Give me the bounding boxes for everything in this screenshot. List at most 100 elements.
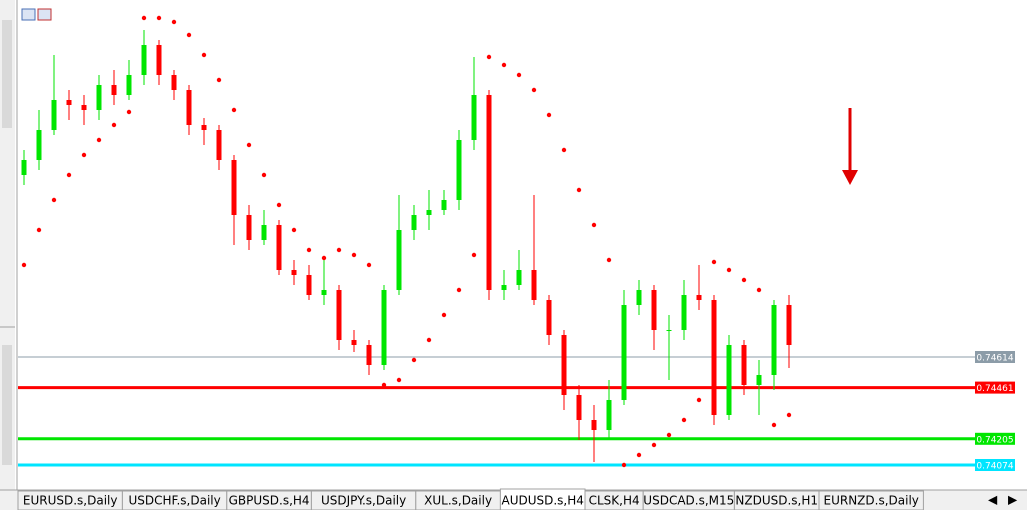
sar-dot	[786, 412, 792, 418]
sar-dot	[576, 187, 582, 193]
sar-dot	[276, 202, 282, 208]
sar-dot	[351, 252, 357, 258]
candle-body	[741, 345, 747, 385]
sar-dot	[666, 432, 672, 438]
sar-dot	[201, 52, 207, 58]
candle-body	[111, 85, 117, 95]
candle-body	[156, 45, 162, 75]
tab-label[interactable]: XUL.s,Daily	[424, 494, 492, 508]
sar-dot	[381, 382, 387, 388]
candle-body	[546, 300, 552, 335]
parabolic-sar	[21, 15, 792, 468]
candle-body	[246, 215, 252, 240]
candle-body	[276, 225, 282, 270]
scroll-thumb[interactable]	[2, 20, 12, 128]
candle-body	[711, 300, 717, 415]
sar-dot	[291, 227, 297, 233]
sar-dot	[306, 247, 312, 253]
tab-label[interactable]: NZDUSD.s,H1	[735, 494, 818, 508]
candle-body	[471, 95, 477, 140]
price-label: 0.74614	[976, 354, 1013, 364]
candle-body	[201, 125, 207, 130]
sar-dot	[426, 337, 432, 343]
candle-body	[396, 230, 402, 290]
sar-dot	[756, 287, 762, 293]
tabs: EURUSD.s,Daily USDCHF.s,Daily GBPUSD.s,H4 U…	[17, 488, 924, 510]
candle-body	[96, 85, 102, 110]
candle-body	[141, 45, 147, 75]
sar-dot	[336, 247, 342, 253]
candle-body	[441, 200, 447, 210]
candle-body	[456, 140, 462, 200]
sar-dot	[561, 147, 567, 153]
sar-dot	[36, 227, 42, 233]
candle-body	[51, 100, 57, 130]
sar-dot	[741, 277, 747, 283]
sar-dot	[441, 312, 447, 318]
price-label: 0.74205	[976, 435, 1013, 445]
sar-dot	[396, 377, 402, 383]
tab-label[interactable]: CLSK,H4	[589, 494, 640, 508]
tab-label[interactable]: GBPUSD.s,H4	[229, 494, 310, 508]
tab[interactable]	[818, 490, 924, 510]
candle-body	[81, 105, 87, 110]
sar-dot	[471, 252, 477, 258]
sar-dot	[531, 87, 537, 93]
sar-dot	[231, 107, 237, 113]
candle-body	[666, 330, 672, 331]
tab-scroll-right[interactable]: ▶	[1008, 493, 1018, 507]
candle-body	[576, 395, 582, 420]
candle-body	[651, 290, 657, 330]
tab-label[interactable]: USDCAD.s,M15	[643, 494, 734, 508]
tab-scroll-left[interactable]: ◀	[988, 493, 998, 507]
sar-dot	[546, 112, 552, 118]
sar-dot	[771, 422, 777, 428]
sar-dot	[81, 152, 87, 158]
sar-dot	[51, 197, 57, 203]
sar-dot	[216, 77, 222, 83]
tab-label[interactable]: EURNZD.s,Daily	[824, 494, 919, 508]
candle-body	[216, 130, 222, 160]
tab-label[interactable]: USDCHF.s,Daily	[128, 494, 220, 508]
sar-dot	[651, 442, 657, 448]
sar-dot	[246, 142, 252, 148]
tab-label[interactable]: EURUSD.s,Daily	[23, 494, 118, 508]
tab-label[interactable]: AUDUSD.s,H4	[501, 494, 583, 508]
candle-body	[186, 90, 192, 125]
tab-label[interactable]: USDJPY.s,Daily	[321, 494, 406, 508]
sar-dot	[186, 32, 192, 38]
candle-body	[261, 225, 267, 240]
sell-arrow	[842, 108, 858, 185]
sar-dot	[456, 287, 462, 293]
candle-body	[66, 100, 72, 105]
candle-body	[21, 160, 27, 175]
sar-dot	[636, 452, 642, 458]
candle-body	[306, 275, 312, 295]
candle-body	[291, 270, 297, 275]
sar-dot	[156, 15, 162, 21]
sar-dot	[126, 109, 132, 115]
candle-body	[531, 270, 537, 300]
candle-body	[426, 210, 432, 215]
candle-body	[126, 75, 132, 95]
sar-dot	[66, 172, 72, 178]
sar-dot	[516, 72, 522, 78]
candle-body	[321, 290, 327, 295]
candle-body	[381, 290, 387, 365]
candle-body	[516, 270, 522, 285]
candle-body	[486, 95, 492, 290]
sar-dot	[606, 257, 612, 263]
scroll-thumb[interactable]	[2, 345, 12, 465]
candle-body	[561, 335, 567, 395]
sar-dot	[711, 259, 717, 265]
candle-body	[756, 375, 762, 385]
price-label-box	[975, 432, 1015, 445]
levels	[18, 356, 975, 467]
level-labels: 0.74614 0.74461 0.74205 0.74074	[975, 351, 1015, 472]
sar-dot	[141, 15, 147, 21]
candle-body	[636, 290, 642, 305]
sar-dot	[591, 222, 597, 228]
price-label: 0.74461	[976, 384, 1013, 394]
candle-body	[681, 295, 687, 330]
